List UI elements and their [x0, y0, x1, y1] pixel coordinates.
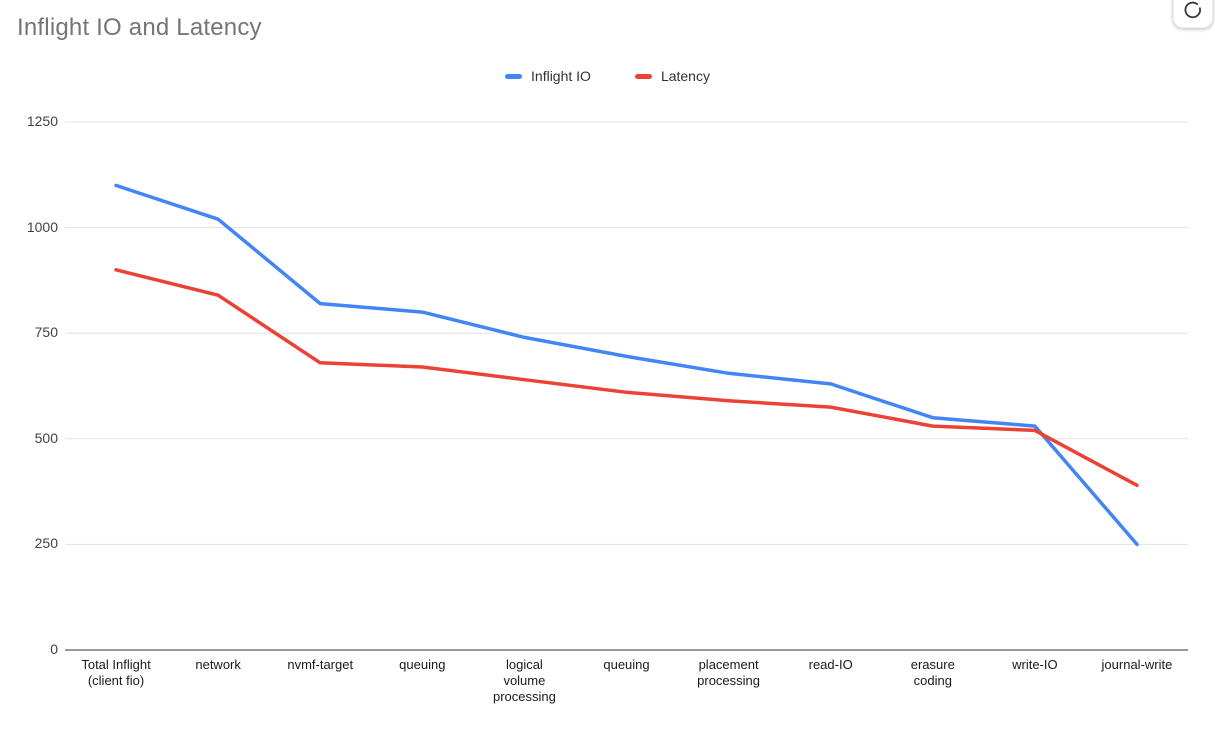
x-axis-tick-label: nvmf-target — [287, 657, 354, 672]
x-axis-tick-label: Total Inflight (client fio) — [81, 657, 151, 688]
legend-swatch — [505, 73, 523, 79]
x-axis-tick-label: logical volume processing — [492, 657, 556, 704]
refresh-icon — [1182, 0, 1204, 21]
legend-item: Latency — [634, 68, 710, 84]
x-axis-tick-label: read-IO — [808, 657, 853, 672]
legend-label: Inflight IO — [531, 68, 591, 84]
refresh-button[interactable] — [1173, 0, 1213, 28]
chart-title: Inflight IO and Latency — [17, 14, 262, 41]
y-axis-tick-label: 1000 — [26, 218, 58, 235]
legend-swatch — [634, 73, 652, 79]
x-axis-tick-label: erasure coding — [910, 657, 955, 688]
legend-item: Inflight IO — [505, 68, 591, 84]
x-axis-tick-label: network — [195, 657, 241, 672]
y-axis-tick-label: 750 — [34, 324, 58, 341]
x-axis-tick-label: journal-write — [1101, 657, 1173, 672]
x-axis-tick-label: placement processing — [697, 657, 761, 688]
y-axis-tick-label: 250 — [34, 535, 58, 552]
legend-label: Latency — [660, 68, 710, 84]
y-axis-tick-label: 0 — [50, 641, 58, 657]
latency-line — [114, 268, 1139, 488]
x-axis-tick-label: write-IO — [1012, 657, 1058, 672]
inflight-io-line — [114, 183, 1139, 547]
x-axis-tick-label: queuing — [399, 657, 446, 672]
y-axis-tick-label: 500 — [34, 429, 58, 446]
y-axis-tick-label: 1250 — [26, 113, 58, 129]
x-axis-tick-label: queuing — [603, 657, 650, 672]
legend: Inflight IO Latency — [0, 68, 1215, 84]
